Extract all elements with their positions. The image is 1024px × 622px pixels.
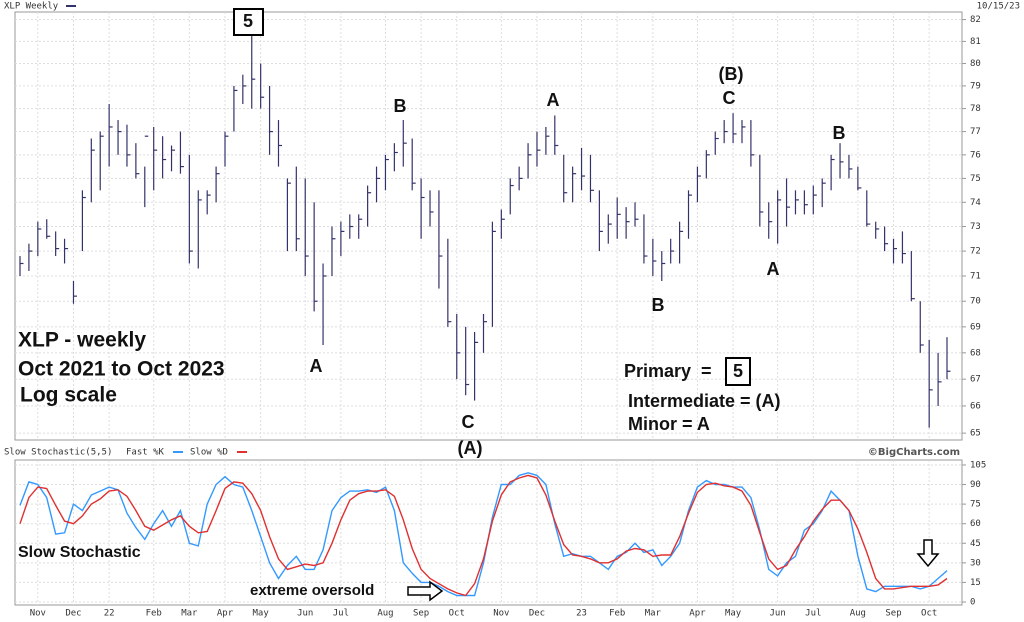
wave-label: A (310, 356, 323, 376)
wave-label: (A) (458, 438, 483, 458)
y-tick-label: 73 (970, 222, 981, 232)
stochastic-line (19, 474, 948, 597)
note: 5 (733, 361, 743, 381)
x-tick-label: Nov (30, 609, 46, 619)
x-tick-label: Jun (297, 609, 313, 619)
y-tick-label: 80 (970, 59, 981, 69)
x-tick-label: 23 (576, 609, 587, 619)
y-tick-label: 70 (970, 297, 981, 307)
y-tick-label: 90 (970, 480, 981, 490)
stochastic-line (19, 472, 948, 597)
note: Minor = A (628, 414, 710, 434)
x-tick-label: Sep (885, 609, 901, 619)
x-tick-label: Feb (146, 609, 162, 619)
y-tick-label: 68 (970, 348, 981, 358)
y-tick-label: 74 (970, 198, 981, 208)
y-tick-label: 76 (970, 150, 981, 160)
x-tick-label: Aug (850, 609, 866, 619)
price-frame (14, 11, 963, 441)
y-tick-label: 75 (970, 500, 981, 510)
y-tick-label: 65 (970, 429, 981, 439)
x-tick-label: 22 (104, 609, 115, 619)
legend-label: Fast %K (126, 448, 165, 458)
x-tick-label: Apr (689, 609, 706, 619)
x-tick-label: Apr (217, 609, 234, 619)
marks (19, 32, 951, 597)
wave-label: C (723, 88, 736, 108)
y-tick-label: 77 (970, 127, 981, 137)
wave-label: C (462, 412, 475, 432)
y-tick-label: 105 (970, 460, 986, 470)
x-tick-label: May (253, 609, 270, 619)
grid (15, 12, 962, 605)
wave-label: A (767, 259, 780, 279)
y-tick-label: 15 (970, 578, 981, 588)
wave-label: (B) (719, 64, 744, 84)
y-tick-label: 78 (970, 104, 981, 114)
x-tick-label: Jul (333, 609, 349, 619)
legend-label: Slow %D (190, 448, 228, 458)
note: extreme oversold (250, 582, 374, 599)
x-tick-label: Jul (805, 609, 821, 619)
note: Primary = (624, 361, 712, 381)
wave-label: B (652, 295, 665, 315)
x-tick-label: Oct (449, 609, 465, 619)
y-tick-label: 75 (970, 174, 981, 184)
chart-title: XLP Weekly (4, 2, 59, 12)
x-tick-label: Mar (645, 609, 662, 619)
y-tick-label: 71 (970, 271, 981, 281)
note: XLP - weekly (18, 329, 146, 352)
y-tick-label: 69 (970, 322, 981, 332)
x-tick-label: Oct (921, 609, 937, 619)
note: Log scale (20, 384, 117, 407)
wave-label: B (394, 96, 407, 116)
note: Intermediate = (A) (628, 391, 781, 411)
x-tick-label: Mar (181, 609, 198, 619)
y-tick-label: 30 (970, 558, 981, 568)
note: Oct 2021 to Oct 2023 (18, 358, 225, 381)
x-tick-label: Feb (609, 609, 625, 619)
y-tick-label: 60 (970, 519, 981, 529)
y-tick-label: 81 (970, 37, 981, 47)
y-tick-label: 66 (970, 401, 981, 411)
y-tick-label: 45 (970, 539, 981, 549)
y-tick-label: 67 (970, 375, 981, 385)
y-tick-label: 82 (970, 15, 981, 25)
x-tick-label: Dec (529, 609, 545, 619)
wave-label: 5 (243, 11, 253, 31)
note: Slow Stochastic (18, 544, 141, 561)
label-box (725, 357, 751, 386)
label-box (233, 8, 264, 36)
y-tick-label: 0 (970, 597, 975, 607)
subchart-title: Slow Stochastic(5,5) (4, 448, 112, 458)
x-tick-label: May (725, 609, 742, 619)
wave-label: A (547, 90, 560, 110)
x-tick-label: Sep (413, 609, 429, 619)
date: 10/15/23 (977, 2, 1020, 12)
arrow (916, 539, 940, 568)
y-tick-label: 72 (970, 247, 981, 257)
wave-label: B (833, 123, 846, 143)
y-tick-label: 79 (970, 81, 981, 91)
x-tick-label: Dec (65, 609, 81, 619)
x-tick-label: Jun (770, 609, 786, 619)
x-tick-label: Nov (493, 609, 509, 619)
stochastic-frame (14, 459, 963, 606)
source: ©BigCharts.com (868, 447, 960, 458)
arrow (407, 580, 444, 602)
x-tick-label: Aug (377, 609, 393, 619)
